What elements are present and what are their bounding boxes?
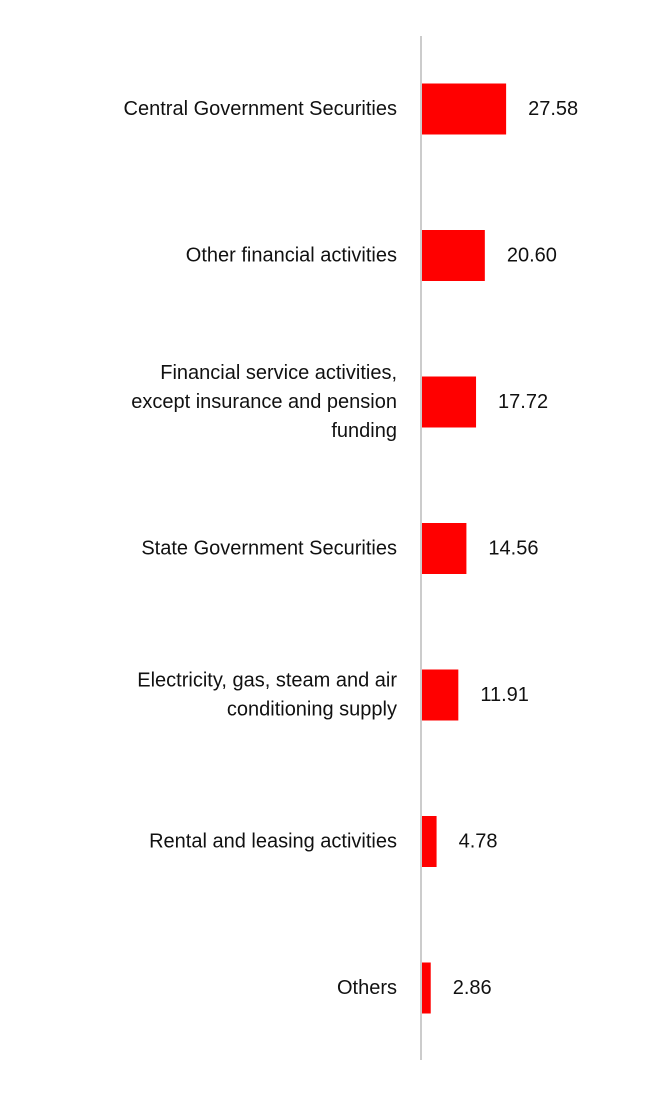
value-label-7: 2.86 bbox=[453, 977, 492, 999]
category-labels-layer: Central Government Securities Other finan… bbox=[124, 98, 398, 999]
value-label-2: 20.60 bbox=[507, 245, 557, 267]
bar-5 bbox=[422, 669, 459, 721]
bar-1 bbox=[422, 83, 507, 135]
bar-3 bbox=[422, 376, 477, 428]
category-label-line: State Government Securities bbox=[141, 538, 397, 560]
category-label-line: Rental and leasing activities bbox=[149, 831, 397, 853]
category-label-line: Financial service activities, bbox=[160, 362, 397, 384]
category-label-line: Others bbox=[337, 977, 397, 999]
category-label-line: funding bbox=[331, 420, 397, 442]
bar-2 bbox=[422, 230, 485, 281]
category-label-6: Rental and leasing activities bbox=[149, 831, 397, 853]
value-label-1: 27.58 bbox=[528, 98, 578, 120]
category-label-2: Other financial activities bbox=[186, 245, 397, 267]
category-label-line: Electricity, gas, steam and air bbox=[137, 670, 397, 692]
bar-6 bbox=[422, 816, 437, 867]
value-labels-layer: 27.58 20.60 17.72 14.56 11.91 4.78 2.86 bbox=[453, 98, 578, 999]
bar-7 bbox=[422, 962, 431, 1014]
value-label-6: 4.78 bbox=[459, 831, 498, 853]
value-label-4: 14.56 bbox=[488, 538, 538, 560]
category-label-5: Electricity, gas, steam and air condition… bbox=[137, 670, 397, 721]
category-label-4: State Government Securities bbox=[141, 538, 397, 560]
category-label-line: Central Government Securities bbox=[124, 98, 397, 120]
category-label-line: conditioning supply bbox=[227, 699, 397, 721]
category-label-line: Other financial activities bbox=[186, 245, 397, 267]
category-label-line: except insurance and pension bbox=[131, 391, 397, 413]
category-label-1: Central Government Securities bbox=[124, 98, 397, 120]
value-label-5: 11.91 bbox=[480, 684, 529, 706]
category-label-3: Financial service activities, except insu… bbox=[131, 362, 397, 442]
bars-layer bbox=[422, 83, 507, 1014]
value-label-3: 17.72 bbox=[498, 391, 548, 413]
category-label-7: Others bbox=[337, 977, 397, 999]
bar-4 bbox=[422, 523, 467, 574]
